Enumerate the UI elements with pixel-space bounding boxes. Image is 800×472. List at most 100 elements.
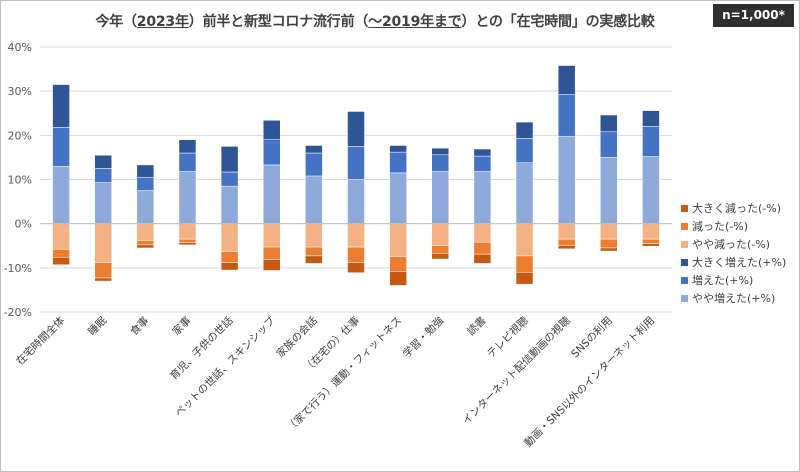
- bar-segment: [262, 120, 281, 140]
- x-category-label: 睡眠: [85, 314, 109, 338]
- bar-segment: [473, 223, 492, 243]
- bar-segment: [136, 223, 155, 241]
- bar-segment: [642, 156, 660, 224]
- legend-swatch: [681, 276, 688, 284]
- x-category-label: 読書: [464, 314, 488, 338]
- bar-segment: [262, 246, 281, 260]
- bar-segment: [600, 131, 618, 158]
- y-tick-label: -10%: [4, 262, 32, 275]
- y-tick-label: -20%: [4, 306, 32, 319]
- bar-segment: [178, 238, 197, 243]
- x-category-label: 在宅時間全体: [13, 314, 67, 368]
- legend-label: 減った(-%): [692, 220, 749, 233]
- bar-segment: [642, 238, 660, 244]
- bar-segment: [220, 262, 239, 271]
- legend-label: やや減った(-%): [692, 238, 771, 251]
- bar-segment: [305, 246, 323, 257]
- bar-segment: [600, 223, 618, 240]
- bar-segment: [642, 110, 660, 127]
- bar-segment: [515, 121, 534, 139]
- title-part-2: ）前半と新型コロナ流行前（: [188, 14, 369, 30]
- y-tick-label: 20%: [8, 129, 32, 142]
- bar-segment: [642, 126, 660, 157]
- bar-segment: [557, 94, 576, 137]
- x-category-label: 学習・勉強: [400, 314, 447, 361]
- bar-segment: [515, 162, 534, 224]
- bar-segment: [557, 65, 576, 95]
- bar-segment: [94, 182, 112, 224]
- bar-segment: [600, 157, 618, 224]
- bar-segment: [262, 223, 281, 248]
- bar-segment: [347, 262, 365, 273]
- bar-segment: [431, 245, 450, 254]
- legend-item: 大きく減った(-%): [681, 199, 786, 217]
- title-part-0: 今年（: [95, 14, 137, 30]
- bar-segment: [136, 244, 155, 249]
- bar-segment: [389, 172, 407, 224]
- bar-segment: [473, 241, 492, 255]
- legend-item: 増えた(+%): [681, 271, 786, 289]
- bar-segment: [136, 164, 155, 178]
- bar-segment: [220, 251, 239, 263]
- bar-segment: [220, 171, 239, 187]
- bar-segment: [431, 223, 450, 247]
- legend-item: やや減った(-%): [681, 235, 786, 253]
- bar-segment: [600, 114, 618, 133]
- bar-segment: [600, 247, 618, 252]
- y-tick-label: 0%: [15, 218, 32, 231]
- bar-segment: [220, 223, 239, 252]
- x-category-label: 家事: [170, 314, 194, 338]
- legend-label: 大きく増えた(+%): [692, 256, 787, 269]
- legend-label: 大きく減った(-%): [692, 202, 782, 215]
- bar-segment: [178, 242, 197, 246]
- legend-swatch: [681, 294, 688, 302]
- bar-segment: [305, 223, 323, 248]
- sample-size-badge: n=1,000*: [713, 4, 794, 27]
- bar-segment: [94, 262, 112, 279]
- bar-segment: [178, 223, 197, 240]
- bar-segment: [557, 223, 576, 240]
- bar-segment: [136, 190, 155, 224]
- bar-segment: [431, 253, 450, 260]
- legend-swatch: [681, 258, 688, 266]
- bar-segment: [431, 171, 450, 224]
- bar-segment: [557, 238, 576, 246]
- bar-segment: [178, 171, 197, 224]
- title-part-1: 2023年: [136, 14, 189, 30]
- bar-segment: [557, 135, 576, 224]
- bar-segment: [389, 256, 407, 272]
- bar-segment: [473, 253, 492, 264]
- bar-segment: [52, 84, 70, 128]
- bar-segment: [431, 147, 450, 156]
- bar-segment: [52, 249, 70, 258]
- bar-segment: [389, 223, 407, 258]
- bar-segment: [262, 164, 281, 224]
- bar-segment: [389, 145, 407, 153]
- bar-segment: [220, 146, 239, 173]
- bar-segment: [305, 152, 323, 177]
- bar-segment: [515, 138, 534, 163]
- bar-segment: [431, 154, 450, 172]
- bar-segment: [347, 111, 365, 147]
- bar-segment: [305, 145, 323, 154]
- bar-segment: [347, 179, 365, 224]
- bar-segment: [600, 238, 618, 249]
- bar-segment: [347, 223, 365, 248]
- chart-title: 今年（2023年）前半と新型コロナ流行前（～2019年まで）との「在宅時間」の実…: [30, 11, 720, 31]
- bar-segment: [389, 271, 407, 286]
- legend-swatch: [681, 204, 688, 212]
- bar-segment: [473, 148, 492, 157]
- bar-segment: [347, 246, 365, 263]
- legend-label: 増えた(+%): [692, 274, 754, 287]
- bar-segment: [178, 139, 197, 154]
- y-tick-label: 40%: [8, 41, 32, 54]
- legend-swatch: [681, 222, 688, 230]
- bar-segment: [94, 277, 112, 282]
- bar-segment: [178, 152, 197, 172]
- title-part-3: ～2019年まで: [368, 14, 462, 30]
- bar-segment: [305, 255, 323, 264]
- bar-segment: [473, 155, 492, 172]
- x-category-label: 食事: [127, 314, 151, 338]
- legend-label: やや増えた(+%): [692, 292, 776, 305]
